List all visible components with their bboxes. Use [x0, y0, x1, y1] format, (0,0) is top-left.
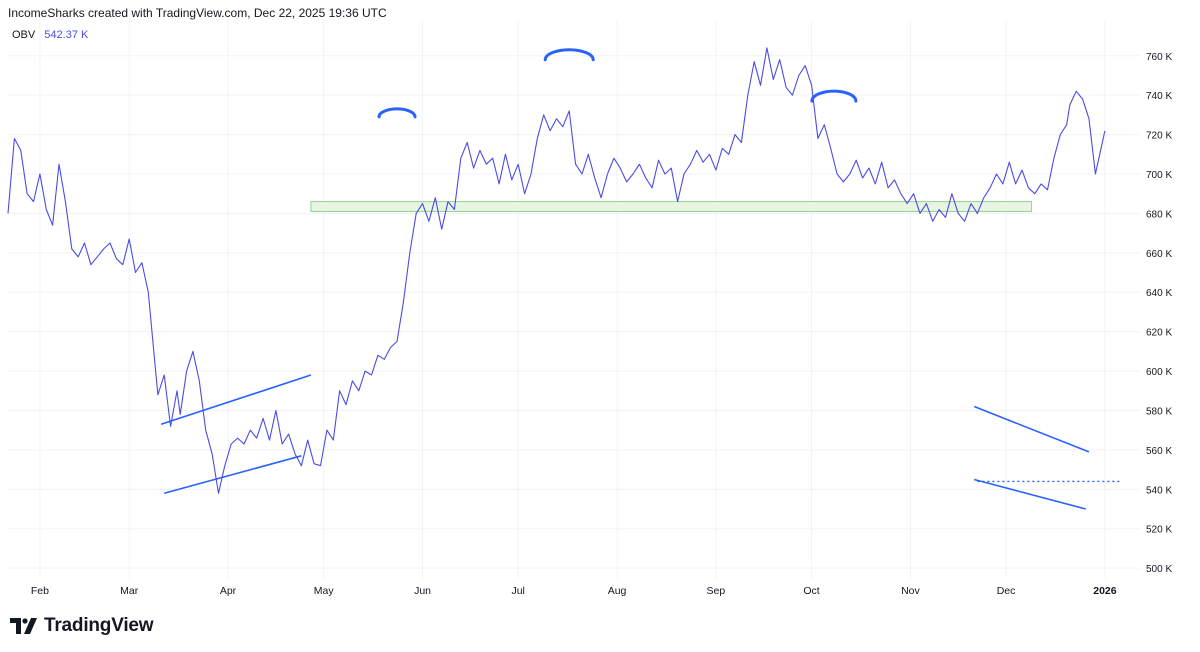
x-tick-label: Feb: [31, 585, 49, 597]
y-tick-label: 680 K: [1146, 209, 1172, 220]
y-tick-label: 540 K: [1146, 485, 1172, 496]
y-tick-label: 660 K: [1146, 249, 1172, 260]
y-tick-label: 600 K: [1146, 367, 1172, 378]
tradingview-logo-icon: [10, 618, 37, 634]
grid-lines: [8, 20, 1140, 578]
x-tick-label: May: [314, 585, 335, 597]
tradingview-brand[interactable]: TradingView: [10, 615, 154, 637]
top-arc: [810, 89, 858, 103]
x-tick-label: Apr: [220, 585, 237, 597]
trend-line: [973, 405, 1090, 453]
indicator-legend[interactable]: OBV 542.37 K: [12, 29, 88, 41]
brand-name: TradingView: [44, 615, 154, 636]
top-arc: [377, 107, 417, 119]
y-tick-label: 720 K: [1146, 131, 1172, 142]
y-axis[interactable]: 500 K 520 K 540 K 560 K 580 K 600 K 620 K 640 K…: [1146, 52, 1172, 575]
y-tick-label: 560 K: [1146, 446, 1172, 457]
top-arc: [543, 48, 595, 62]
support-zone: [310, 201, 1033, 212]
x-tick-label: Aug: [608, 585, 627, 597]
indicator-value: 542.37 K: [44, 29, 89, 41]
obv-chart[interactable]: 500 K 520 K 540 K 560 K 580 K 600 K 620 K 640 K…: [0, 0, 1200, 600]
x-tick-label: Mar: [120, 585, 139, 597]
chart-attribution: IncomeSharks created with TradingView.co…: [8, 6, 387, 20]
indicator-name: OBV: [12, 29, 36, 41]
x-tick-label: Nov: [901, 585, 920, 597]
trend-line: [160, 374, 312, 426]
x-tick-label: Dec: [997, 585, 1016, 597]
series-layer: [7, 47, 1106, 494]
x-tick-label: Sep: [707, 585, 726, 597]
y-tick-label: 760 K: [1146, 52, 1172, 63]
x-tick-label: Jul: [511, 585, 524, 597]
x-tick-label: Jun: [414, 585, 431, 597]
y-tick-label: 620 K: [1146, 328, 1172, 339]
obv-series-line: [7, 47, 1106, 494]
x-tick-label: Oct: [803, 585, 819, 597]
x-axis[interactable]: Feb Mar Apr May Jun Jul Aug Sep Oct Nov Dec 2026: [31, 585, 1117, 597]
x-tick-label: 2026: [1093, 585, 1117, 597]
y-tick-label: 520 K: [1146, 525, 1172, 536]
trend-line: [164, 455, 302, 495]
y-tick-label: 640 K: [1146, 288, 1172, 299]
drawing-tools: [160, 48, 1121, 510]
y-tick-label: 580 K: [1146, 406, 1172, 417]
trend-line: [973, 478, 1086, 510]
y-tick-label: 500 K: [1146, 564, 1172, 575]
y-tick-label: 700 K: [1146, 170, 1172, 181]
y-tick-label: 740 K: [1146, 91, 1172, 102]
